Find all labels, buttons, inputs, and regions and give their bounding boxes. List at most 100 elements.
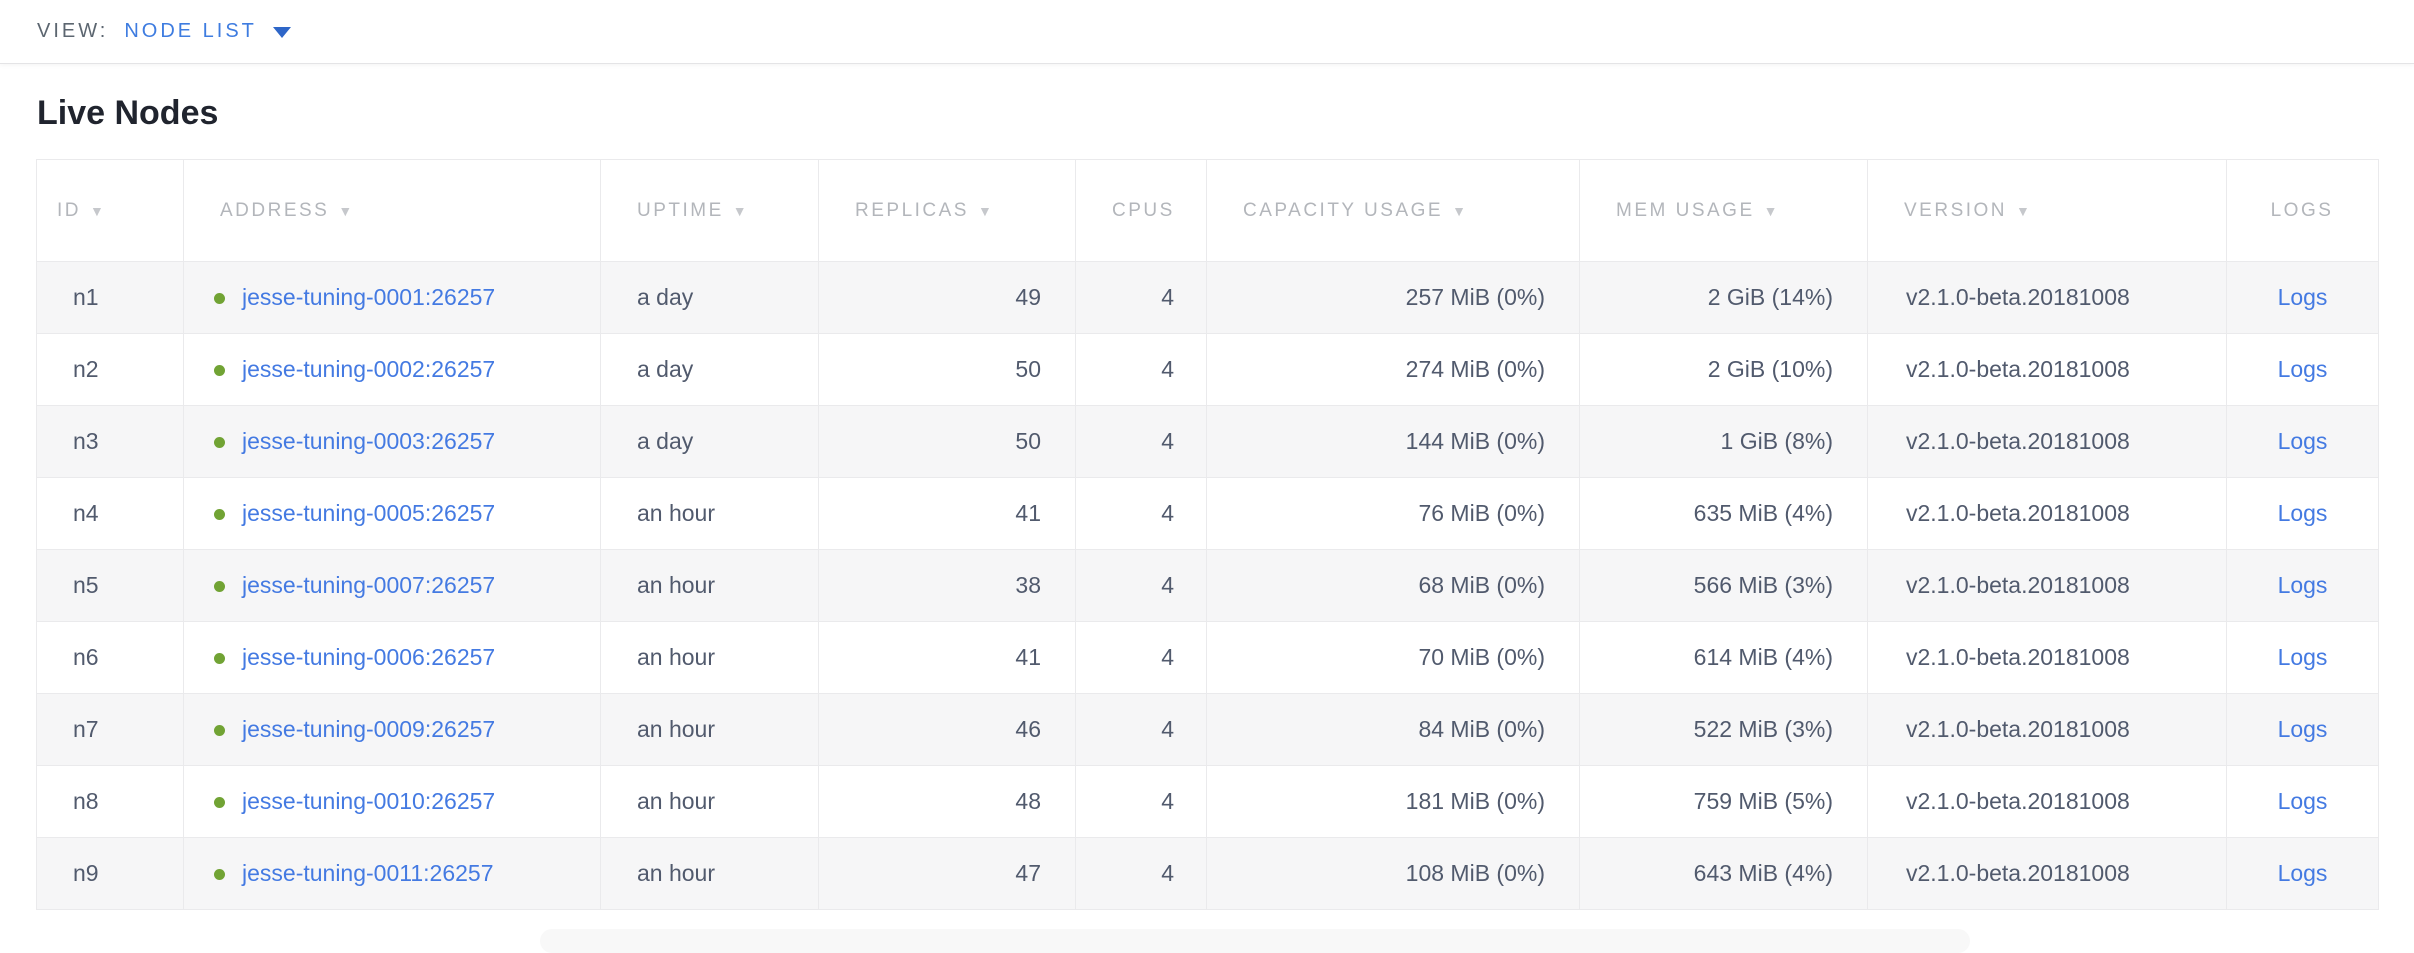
- col-header-capacity[interactable]: CAPACITY USAGE ▼: [1206, 159, 1580, 262]
- cell-value: n2: [73, 356, 99, 382]
- col-header-version[interactable]: VERSION ▼: [1867, 159, 2227, 262]
- logs-link[interactable]: Logs: [2277, 860, 2328, 886]
- cell-id: n6: [36, 621, 184, 694]
- logs-link[interactable]: Logs: [2277, 572, 2328, 598]
- cell-capacity: 144 MiB (0%): [1206, 405, 1580, 478]
- cell-address: jesse-tuning-0010:26257: [183, 765, 601, 838]
- address-link[interactable]: jesse-tuning-0003:26257: [242, 428, 496, 454]
- cell-mem: 614 MiB (4%): [1579, 621, 1868, 694]
- cell-value: 38: [1015, 572, 1041, 598]
- cell-value: v2.1.0-beta.20181008: [1906, 644, 2130, 670]
- logs-link[interactable]: Logs: [2277, 284, 2328, 310]
- sort-triangle-down-icon: ▼: [338, 202, 355, 219]
- cell-value: 4: [1161, 356, 1174, 382]
- col-header-uptime[interactable]: UPTIME ▼: [600, 159, 819, 262]
- node-status-green-dot-icon: [214, 581, 225, 592]
- cell-value: 144 MiB (0%): [1405, 428, 1545, 454]
- cell-value: n6: [73, 644, 99, 670]
- cell-cpus: 4: [1075, 837, 1207, 910]
- logs-link[interactable]: Logs: [2277, 500, 2328, 526]
- table-row: n5 jesse-tuning-0007:26257 an hour 38 4 68 Mi…: [36, 549, 2379, 622]
- cell-value: a day: [637, 356, 694, 382]
- address-link[interactable]: jesse-tuning-0002:26257: [242, 356, 496, 382]
- cell-version: v2.1.0-beta.20181008: [1867, 765, 2227, 838]
- cell-logs: Logs: [2226, 477, 2379, 550]
- address-link[interactable]: jesse-tuning-0009:26257: [242, 716, 496, 742]
- cell-value: 2 GiB (14%): [1707, 284, 1833, 310]
- address-link[interactable]: jesse-tuning-0006:26257: [242, 644, 496, 670]
- col-header-mem[interactable]: MEM USAGE ▼: [1579, 159, 1868, 262]
- node-status-green-dot-icon: [214, 797, 225, 808]
- cell-value: 181 MiB (0%): [1405, 788, 1545, 814]
- cell-logs: Logs: [2226, 405, 2379, 478]
- address-link[interactable]: jesse-tuning-0007:26257: [242, 572, 496, 598]
- logs-link[interactable]: Logs: [2277, 644, 2328, 670]
- cell-uptime: a day: [600, 333, 819, 406]
- cell-logs: Logs: [2226, 549, 2379, 622]
- cell-uptime: an hour: [600, 477, 819, 550]
- cell-id: n3: [36, 405, 184, 478]
- cell-value: a day: [637, 284, 694, 310]
- cell-address: jesse-tuning-0007:26257: [183, 549, 601, 622]
- cell-value: v2.1.0-beta.20181008: [1906, 716, 2130, 742]
- sort-triangle-down-icon: ▼: [2016, 202, 2033, 219]
- cell-address: jesse-tuning-0011:26257: [183, 837, 601, 910]
- address-link[interactable]: jesse-tuning-0010:26257: [242, 788, 496, 814]
- cell-value: 47: [1015, 860, 1041, 886]
- cell-address: jesse-tuning-0006:26257: [183, 621, 601, 694]
- cell-capacity: 70 MiB (0%): [1206, 621, 1580, 694]
- cell-value: an hour: [637, 500, 716, 526]
- chevron-down-icon: [272, 27, 291, 38]
- col-header-label: ADDRESS: [220, 199, 330, 221]
- view-label: VIEW:: [37, 20, 109, 42]
- cell-logs: Logs: [2226, 621, 2379, 694]
- cell-value: 108 MiB (0%): [1405, 860, 1545, 886]
- cell-value: an hour: [637, 572, 716, 598]
- address-link[interactable]: jesse-tuning-0005:26257: [242, 500, 496, 526]
- cell-value: 50: [1015, 356, 1041, 382]
- col-header-id[interactable]: ID ▼: [36, 159, 184, 262]
- logs-link[interactable]: Logs: [2277, 788, 2328, 814]
- cell-version: v2.1.0-beta.20181008: [1867, 693, 2227, 766]
- cell-capacity: 76 MiB (0%): [1206, 477, 1580, 550]
- cell-version: v2.1.0-beta.20181008: [1867, 477, 2227, 550]
- cell-value: n3: [73, 428, 99, 454]
- cell-mem: 635 MiB (4%): [1579, 477, 1868, 550]
- col-header-cpus: CPUS: [1075, 159, 1207, 262]
- address-link[interactable]: jesse-tuning-0001:26257: [242, 284, 496, 310]
- table-body: n1 jesse-tuning-0001:26257 a day 49 4 257 MiB…: [36, 261, 2379, 910]
- cell-cpus: 4: [1075, 261, 1207, 334]
- cell-mem: 759 MiB (5%): [1579, 765, 1868, 838]
- cell-value: 68 MiB (0%): [1418, 572, 1545, 598]
- sort-triangle-down-icon: ▼: [977, 202, 995, 219]
- logs-link[interactable]: Logs: [2277, 428, 2328, 454]
- horizontal-scrollbar-thumb[interactable]: [540, 929, 1970, 953]
- logs-link[interactable]: Logs: [2277, 356, 2328, 382]
- cell-address: jesse-tuning-0001:26257: [183, 261, 601, 334]
- cell-uptime: an hour: [600, 621, 819, 694]
- cell-value: n7: [73, 716, 99, 742]
- cell-capacity: 274 MiB (0%): [1206, 333, 1580, 406]
- cell-version: v2.1.0-beta.20181008: [1867, 837, 2227, 910]
- sort-triangle-down-icon: ▼: [732, 202, 750, 219]
- logs-link[interactable]: Logs: [2277, 716, 2328, 742]
- address-link[interactable]: jesse-tuning-0011:26257: [242, 860, 494, 886]
- cell-replicas: 48: [818, 765, 1076, 838]
- cell-value: 4: [1161, 644, 1174, 670]
- col-header-address[interactable]: ADDRESS ▼: [183, 159, 601, 262]
- cell-mem: 566 MiB (3%): [1579, 549, 1868, 622]
- cell-value: an hour: [637, 860, 716, 886]
- col-header-label: UPTIME: [637, 199, 724, 221]
- cell-logs: Logs: [2226, 261, 2379, 334]
- cell-value: 643 MiB (4%): [1693, 860, 1833, 886]
- cell-mem: 643 MiB (4%): [1579, 837, 1868, 910]
- cell-value: v2.1.0-beta.20181008: [1906, 860, 2130, 886]
- view-selector[interactable]: NODE LIST: [124, 20, 291, 43]
- cell-replicas: 47: [818, 837, 1076, 910]
- view-selected-value: NODE LIST: [124, 20, 257, 42]
- sort-triangle-down-icon: ▼: [1452, 202, 1469, 219]
- live-nodes-table: ID ▼ ADDRESS ▼ UPTIME ▼ REPLICAS ▼ CPUS CAPACITY …: [36, 159, 2379, 910]
- col-header-replicas[interactable]: REPLICAS ▼: [818, 159, 1076, 262]
- cell-capacity: 108 MiB (0%): [1206, 837, 1580, 910]
- cell-value: 759 MiB (5%): [1693, 788, 1833, 814]
